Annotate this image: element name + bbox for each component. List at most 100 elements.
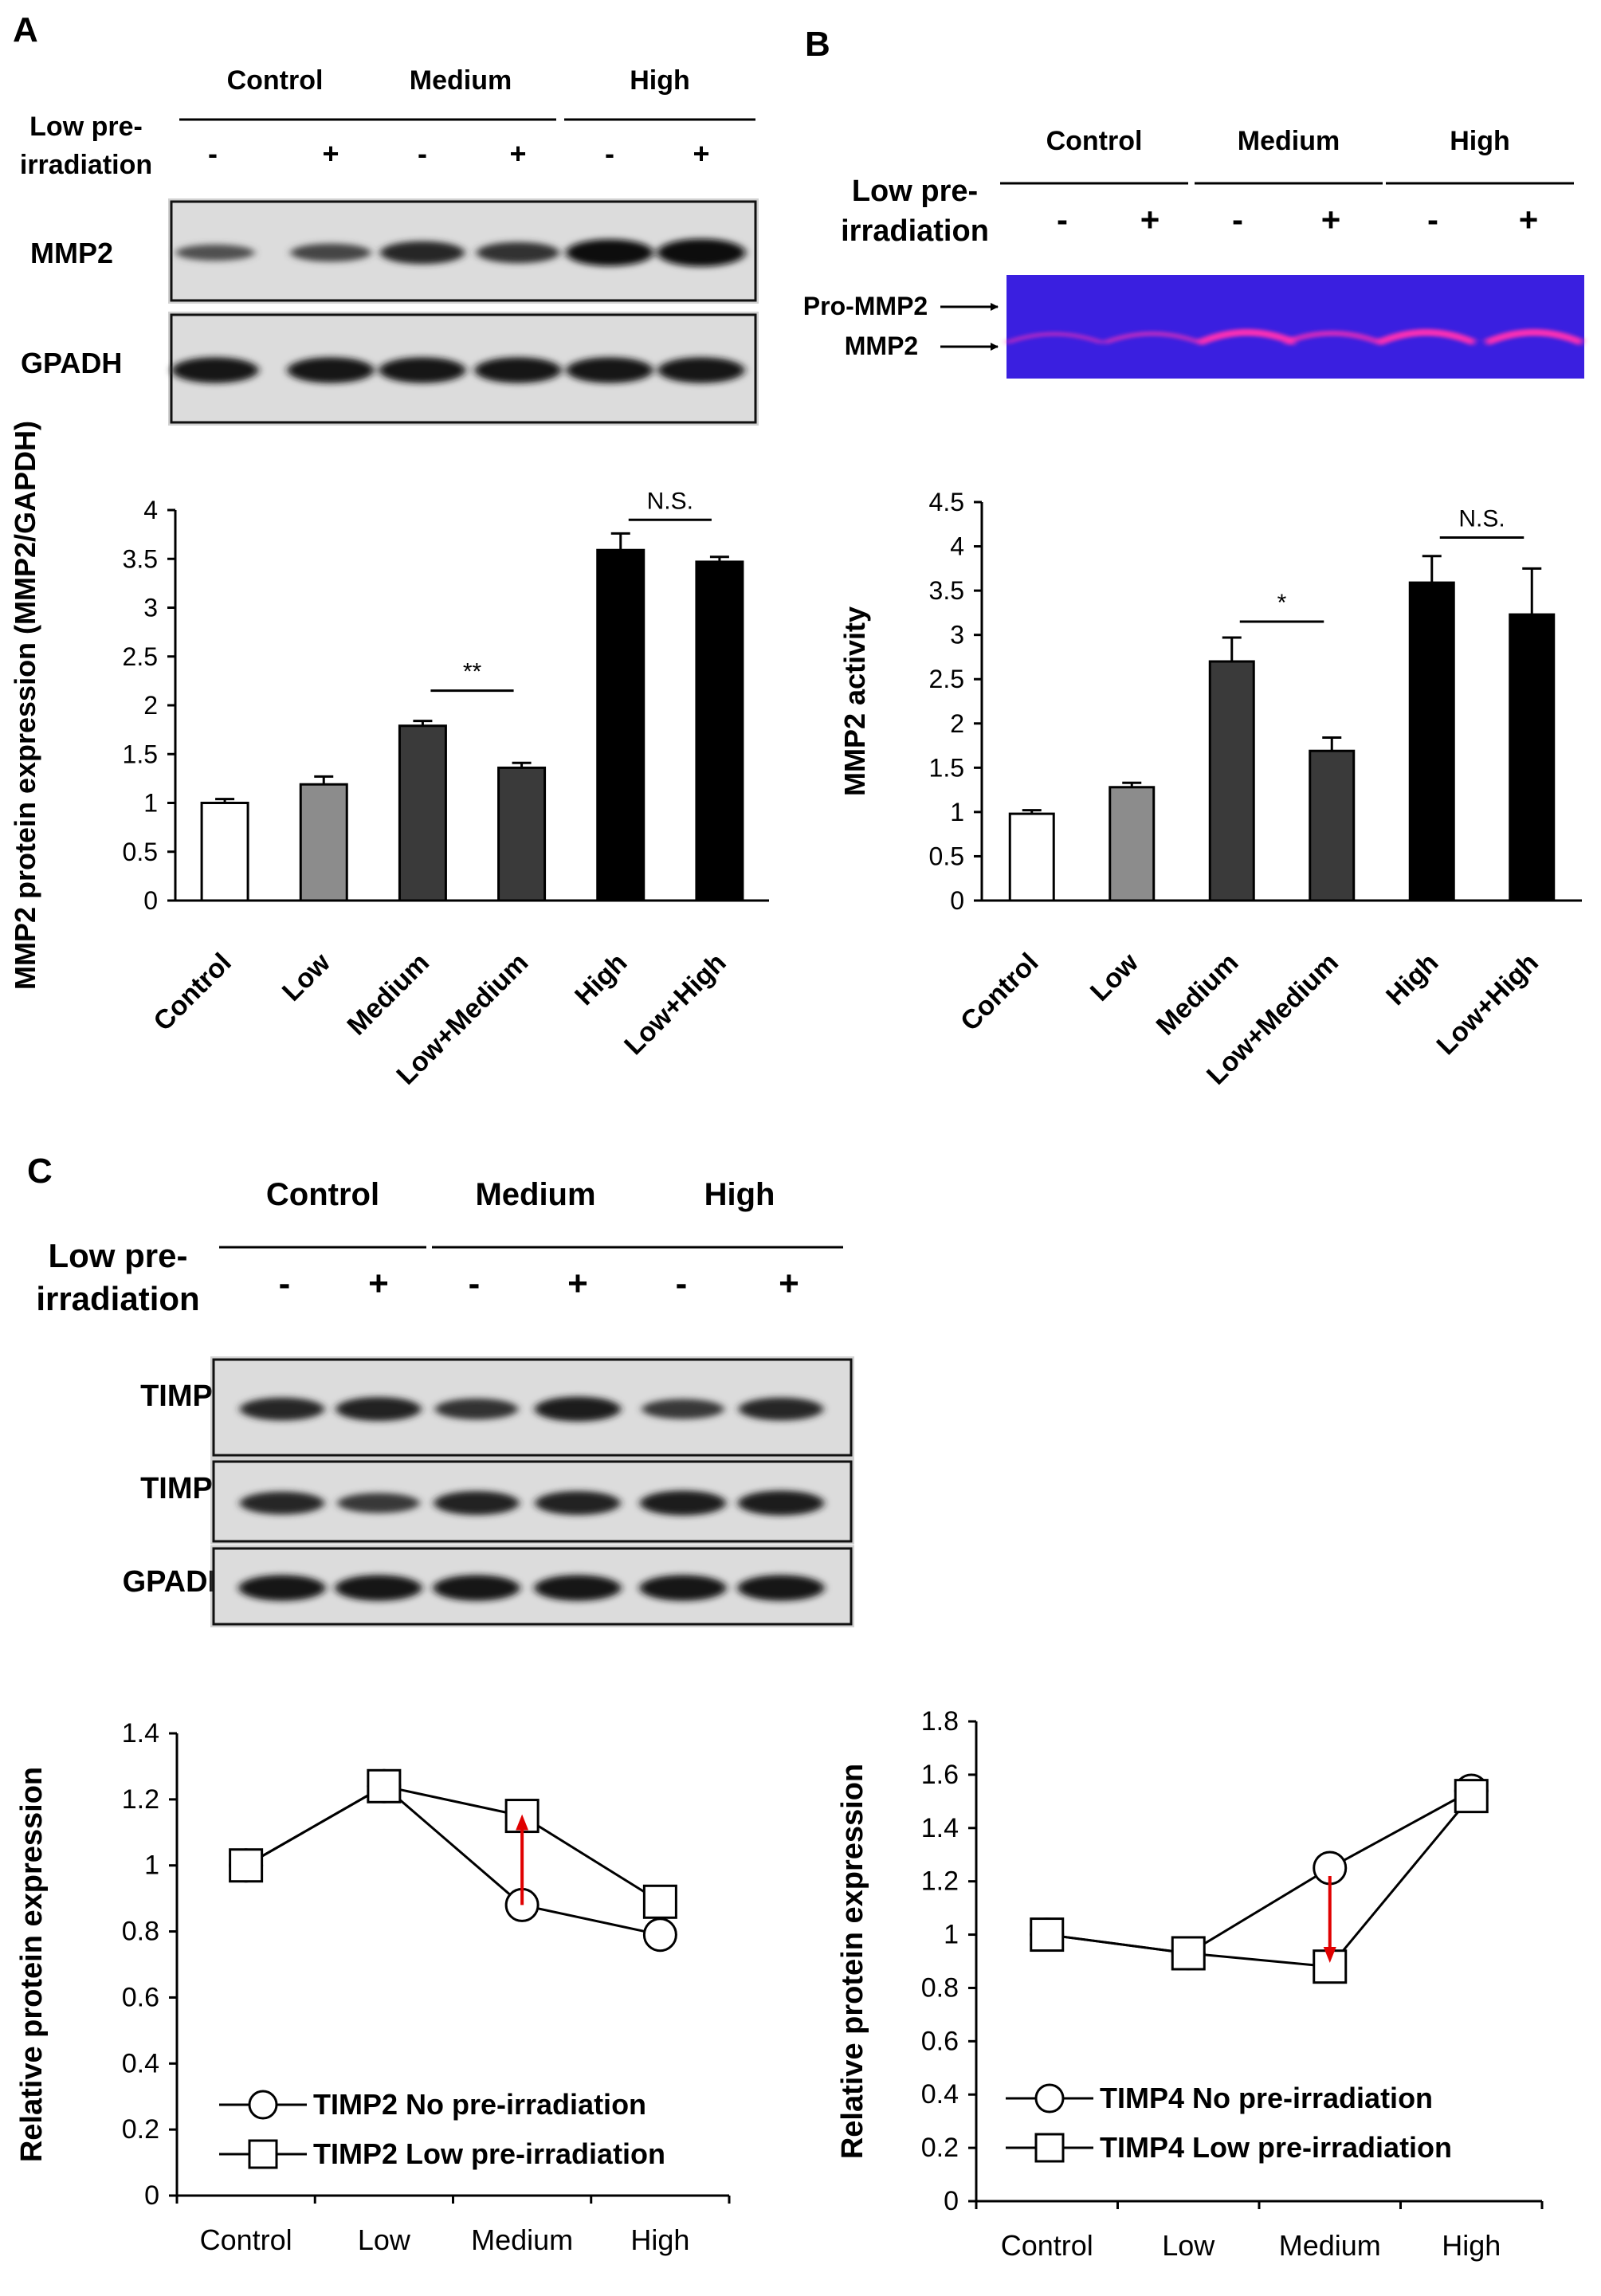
y-axis-label: MMP2 protein expression (MMP2/GAPDH): [9, 421, 41, 990]
treatment-sign: -: [279, 1264, 291, 1303]
gpadh-blot-frame: [170, 313, 757, 424]
blot-band: [175, 244, 255, 261]
zymogram-band: [1103, 331, 1202, 345]
blot-group-label: Control: [227, 65, 324, 96]
square-marker: [1171, 1936, 1206, 1971]
gpadh-blot-bands: [171, 357, 745, 383]
row-label-line2: irradiation: [20, 150, 152, 180]
legend-label: TIMP4 Low pre-irradiation: [1100, 2131, 1452, 2164]
blot-band: [639, 1575, 727, 1601]
y-tick-label: 0: [944, 2186, 959, 2216]
x-tick-label: Low: [358, 2223, 411, 2256]
y-tick-label: 0.6: [122, 1982, 159, 2012]
treatment-sign: -: [1427, 201, 1438, 238]
significance-label: N.S.: [1458, 505, 1505, 532]
bar: [1109, 786, 1156, 902]
y-tick-label: 0: [143, 886, 158, 915]
blot-band: [380, 241, 465, 265]
y-tick-label: 0.2: [122, 2114, 159, 2145]
y-tick-label: 3.5: [123, 544, 158, 573]
y-tick-label: 1.4: [921, 1813, 959, 1843]
legend-label: TIMP4 No pre-irradiation: [1100, 2082, 1433, 2114]
bar: [596, 548, 646, 902]
timp2-blot-bands: [240, 1396, 823, 1422]
zymogram-gel: [1007, 275, 1584, 379]
significance-label: N.S.: [647, 488, 693, 514]
blot-band: [474, 357, 562, 383]
square-marker: [642, 1884, 677, 1919]
zymogram-band: [1283, 330, 1382, 346]
y-tick-label: 1.4: [122, 1718, 159, 1748]
blot-band: [566, 239, 653, 266]
square-marker: [1313, 1949, 1348, 1984]
panel-letter: A: [13, 10, 38, 49]
legend-label: TIMP2 Low pre-irradiation: [313, 2137, 665, 2170]
y-tick-label: 0.4: [921, 2079, 959, 2110]
legend-circle-marker: [248, 2090, 278, 2120]
treatment-sign: -: [208, 137, 218, 170]
blot-band: [535, 1396, 621, 1422]
blot-band: [657, 357, 745, 383]
y-tick-label: 1: [143, 789, 158, 818]
row-label-line1: Low pre-: [29, 112, 143, 142]
y-tick-label: 4.5: [929, 488, 964, 516]
blot-band: [642, 1399, 724, 1419]
y-tick-label: 1.5: [123, 740, 158, 768]
circle-marker: [642, 1917, 677, 1953]
zymogram-band: [1485, 328, 1583, 347]
treatment-sign: -: [469, 1264, 481, 1303]
blot-band: [240, 1397, 324, 1421]
row-label-line1: Low pre-: [852, 175, 978, 208]
blot-group-label: Control: [266, 1177, 379, 1212]
zymogram-band: [1006, 332, 1103, 345]
bar: [1008, 812, 1055, 902]
blot-band: [738, 1490, 824, 1516]
blot-band: [657, 238, 746, 267]
y-tick-label: 0: [950, 886, 964, 915]
blot-band: [379, 357, 466, 383]
bar: [1309, 749, 1356, 902]
blot-group-label: Medium: [1238, 126, 1340, 156]
significance-label: *: [1277, 590, 1287, 616]
row-label-line1: Low pre-: [49, 1237, 188, 1274]
blot-band: [737, 1575, 825, 1601]
x-tick-label: Medium: [471, 2223, 573, 2256]
blot-group-label: High: [704, 1177, 775, 1212]
treatment-sign: +: [1140, 201, 1160, 238]
y-tick-label: 2: [950, 709, 964, 738]
treatment-sign: -: [1232, 201, 1243, 238]
zymogram-band: [1377, 328, 1476, 347]
y-axis-label: MMP2 activity: [838, 606, 871, 796]
blot-group-label: High: [630, 65, 690, 96]
band-label-pro-mmp2: Pro-MMP2: [803, 292, 928, 320]
zymogram-bands: [1006, 328, 1583, 347]
blot-group-label: High: [1450, 126, 1510, 156]
blot-band: [240, 1491, 324, 1515]
band-label: GPADH: [123, 1565, 230, 1599]
legend-square-marker: [1034, 2133, 1065, 2163]
y-tick-label: 1.2: [122, 1784, 159, 1815]
y-tick-label: 0: [144, 2180, 159, 2211]
legend-circle-marker: [1034, 2083, 1065, 2113]
square-marker: [1454, 1779, 1489, 1814]
blot-band: [566, 357, 653, 383]
blot-band: [287, 357, 375, 383]
blot-band: [640, 1490, 726, 1516]
y-tick-label: 1.6: [921, 1760, 959, 1790]
bar: [497, 766, 547, 902]
y-tick-label: 0.5: [929, 842, 964, 870]
treatment-sign: -: [676, 1264, 688, 1303]
y-tick-label: 2.5: [929, 665, 964, 693]
y-tick-label: 1: [950, 798, 964, 826]
legend-label: TIMP2 No pre-irradiation: [313, 2088, 646, 2121]
y-axis-label: Relative protein expression: [836, 1764, 869, 2159]
treatment-sign: -: [605, 137, 614, 170]
y-axis-label: Relative protein expression: [15, 1767, 49, 2162]
treatment-sign: +: [1321, 201, 1341, 238]
blot-band: [337, 1493, 420, 1513]
treatment-sign: +: [1519, 201, 1539, 238]
treatment-sign: +: [509, 137, 526, 170]
row-label-line2: irradiation: [36, 1280, 199, 1317]
y-tick-label: 1: [944, 1920, 959, 1950]
